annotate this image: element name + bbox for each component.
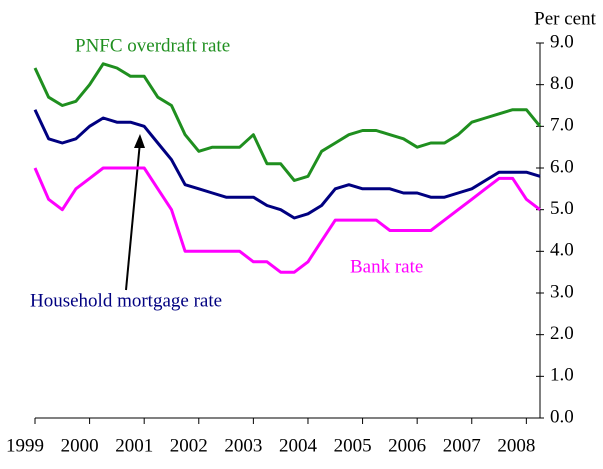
- y-tick-label: 2.0: [550, 323, 574, 344]
- series-line: [33, 109, 541, 220]
- series-line: [33, 62, 542, 182]
- x-tick-label: 2007: [443, 435, 481, 456]
- y-tick-label: 6.0: [550, 156, 574, 177]
- series-label: Household mortgage rate: [30, 290, 222, 311]
- x-tick-label: 2002: [170, 435, 208, 456]
- x-tick-label: 2000: [61, 435, 99, 456]
- series-label: PNFC overdraft rate: [75, 35, 230, 56]
- y-tick-label: 9.0: [550, 31, 574, 52]
- y-tick-label: 4.0: [550, 240, 574, 261]
- x-tick-label: 2004: [279, 435, 318, 456]
- x-tick-label: 2006: [388, 435, 426, 456]
- arrow-head: [134, 134, 145, 148]
- y-axis-label: Per cent: [534, 8, 596, 29]
- y-tick-label: 8.0: [550, 73, 574, 94]
- series-label: Bank rate: [350, 256, 423, 277]
- y-tick-label: 3.0: [550, 281, 574, 302]
- x-tick-label: 1999: [6, 435, 44, 456]
- x-tick-label: 2008: [497, 435, 535, 456]
- x-tick-label: 2001: [115, 435, 153, 456]
- series-line: [33, 166, 541, 274]
- y-tick-label: 5.0: [550, 198, 574, 219]
- x-tick-label: 2005: [334, 435, 372, 456]
- annotation-arrow: [125, 141, 141, 291]
- y-tick-label: 1.0: [550, 365, 574, 386]
- y-tick-label: 7.0: [550, 115, 574, 136]
- y-tick-label: 0.0: [550, 406, 574, 427]
- x-tick-label: 2003: [224, 435, 262, 456]
